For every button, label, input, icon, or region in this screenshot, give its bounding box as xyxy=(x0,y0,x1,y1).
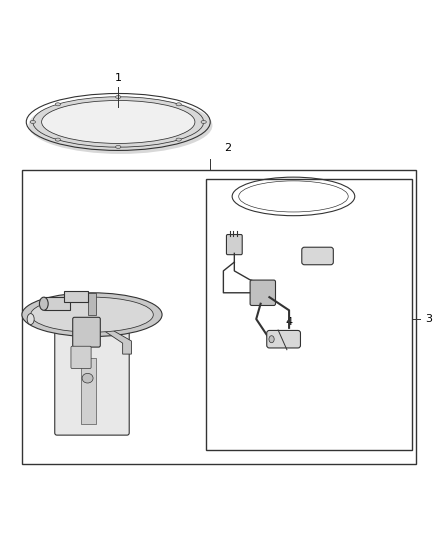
Ellipse shape xyxy=(55,138,60,141)
FancyBboxPatch shape xyxy=(73,317,100,347)
Text: 4: 4 xyxy=(286,317,293,327)
Bar xyxy=(81,359,96,424)
Ellipse shape xyxy=(31,297,153,332)
Ellipse shape xyxy=(28,97,212,154)
Ellipse shape xyxy=(176,103,181,106)
FancyBboxPatch shape xyxy=(302,247,333,265)
Ellipse shape xyxy=(42,101,195,143)
Text: 3: 3 xyxy=(425,314,432,324)
Bar xyxy=(206,179,412,450)
FancyBboxPatch shape xyxy=(250,280,276,305)
Ellipse shape xyxy=(116,146,121,149)
FancyBboxPatch shape xyxy=(226,235,242,255)
FancyBboxPatch shape xyxy=(71,346,91,368)
Bar xyxy=(88,293,96,314)
Bar xyxy=(44,297,70,310)
Ellipse shape xyxy=(30,120,35,124)
Ellipse shape xyxy=(82,374,93,383)
Bar xyxy=(22,170,416,464)
Text: 1: 1 xyxy=(115,72,122,83)
Ellipse shape xyxy=(39,297,48,310)
Ellipse shape xyxy=(27,313,34,325)
Ellipse shape xyxy=(176,138,181,141)
Ellipse shape xyxy=(116,95,121,99)
Polygon shape xyxy=(96,324,131,354)
FancyBboxPatch shape xyxy=(267,330,300,348)
Text: 2: 2 xyxy=(224,143,231,154)
Ellipse shape xyxy=(269,336,274,343)
Ellipse shape xyxy=(55,103,60,106)
Ellipse shape xyxy=(201,120,206,124)
Ellipse shape xyxy=(22,293,162,336)
Bar xyxy=(64,290,88,302)
FancyBboxPatch shape xyxy=(55,321,129,435)
Ellipse shape xyxy=(57,314,127,332)
